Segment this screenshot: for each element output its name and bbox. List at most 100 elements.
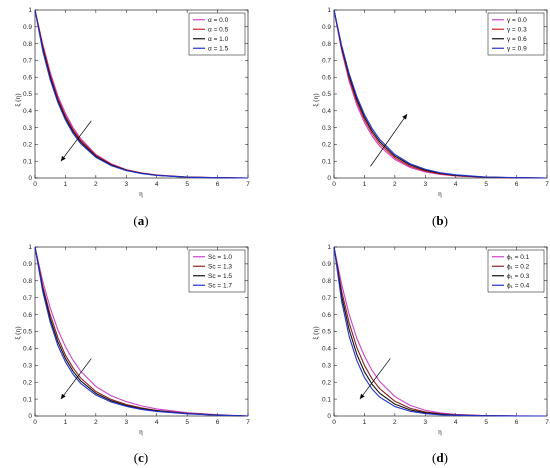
x-tick-label: 5: [484, 181, 488, 188]
series-lines-c: [34, 246, 249, 417]
y-tick-label: 0.2: [322, 379, 331, 386]
x-tick-label: 1: [363, 181, 367, 188]
y-tick-label: 0.3: [322, 363, 331, 370]
legend-label: γ = 0.0: [507, 17, 527, 24]
x-tick-label: 0: [33, 419, 37, 426]
y-tick-label: 0: [28, 413, 32, 420]
y-tick-label: 1: [327, 244, 331, 251]
caption-c: (c): [134, 450, 148, 465]
panel-b: 0 0.1 0.2 0.3 0.4 0.5 0.6 0.7 0.8 0.9 1 0 1 2 3 4 5 6 7 ξ…: [312, 7, 549, 228]
trend-arrow-head: [402, 114, 408, 120]
legend-label: α = 0.0: [208, 17, 229, 24]
y-axis-label-d: ξ (η): [312, 326, 320, 340]
series-lines-d: [333, 246, 548, 417]
series-lines-b: [333, 9, 548, 179]
x-tick-label: 0: [33, 181, 37, 188]
x-tick-label: 3: [423, 419, 427, 426]
legend-label: ϕ₁ = 0.4: [507, 282, 530, 289]
legend-b: γ = 0.0 γ = 0.3 γ = 0.6 γ = 0.9: [487, 12, 545, 56]
y-tick-label: 1: [327, 7, 331, 14]
y-tick-label: 0.3: [23, 125, 32, 132]
legend-label: γ = 0.9: [507, 45, 527, 52]
legend-label: Sc = 1.7: [208, 282, 232, 289]
y-tick-label: 0.5: [23, 329, 32, 336]
legend-label: Sc = 1.5: [208, 273, 232, 280]
y-tick-label: 0: [327, 175, 331, 182]
trend-arrow-head: [359, 393, 365, 400]
caption-d: (d): [432, 450, 448, 465]
y-axis-label-b: ξ (η): [312, 93, 320, 107]
x-tick-label: 7: [246, 419, 250, 426]
y-tick-label: 0.4: [23, 346, 32, 353]
x-tick-label: 3: [124, 181, 128, 188]
y-tick-label: 0: [327, 413, 331, 420]
y-tick-label: 0: [28, 175, 32, 182]
legend-label: Sc = 1.0: [208, 254, 232, 261]
legend-a: α = 0.0 α = 0.5 α = 1.0 α = 1.5: [188, 12, 246, 56]
x-tick-label: 4: [454, 419, 458, 426]
x-tick-label: 2: [94, 181, 98, 188]
x-axis-label-b: η: [438, 190, 442, 198]
legend-label: ϕ₁ = 0.2: [507, 263, 530, 270]
legend-label: γ = 0.3: [507, 26, 527, 33]
y-tick-label: 0.1: [23, 396, 32, 403]
x-tick-label: 5: [484, 419, 488, 426]
series-line-4: [333, 246, 547, 417]
y-tick-label: 0.9: [23, 261, 32, 268]
trend-arrow-d: [359, 358, 391, 400]
legend-label: Sc = 1.3: [208, 263, 232, 270]
x-tick-label: 4: [454, 181, 458, 188]
x-tick-label: 3: [124, 419, 128, 426]
legend-label: α = 1.0: [208, 36, 229, 43]
y-tick-label: 0.5: [23, 91, 32, 98]
legend-c: Sc = 1.0 Sc = 1.3 Sc = 1.5 Sc = 1.7: [188, 249, 246, 293]
x-tick-label: 6: [216, 419, 220, 426]
y-tick-label: 0.5: [322, 329, 331, 336]
x-tick-label: 2: [393, 419, 397, 426]
y-tick-label: 0.6: [23, 74, 32, 81]
y-tick-label: 0.4: [23, 108, 32, 115]
x-ticks-c: 0 1 2 3 4 5 6 7: [33, 247, 250, 426]
y-tick-label: 0.3: [23, 363, 32, 370]
y-tick-label: 1: [28, 244, 32, 251]
x-tick-label: 5: [185, 181, 189, 188]
legend-label: γ = 0.6: [507, 36, 527, 43]
y-tick-label: 0.6: [322, 74, 331, 81]
x-tick-label: 6: [216, 181, 220, 188]
x-axis-label-c: η: [139, 428, 143, 436]
y-tick-label: 0.8: [23, 278, 32, 285]
x-tick-label: 2: [393, 181, 397, 188]
y-tick-label: 0.6: [322, 312, 331, 319]
y-tick-label: 0.1: [322, 158, 331, 165]
trend-arrow-shaft: [60, 358, 92, 400]
series-line-4: [34, 9, 249, 179]
x-tick-label: 1: [64, 181, 68, 188]
legend-label: α = 1.5: [208, 45, 229, 52]
y-tick-label: 0.7: [23, 295, 32, 302]
x-tick-label: 5: [185, 419, 189, 426]
legend-d: ϕ₁ = 0.1 ϕ₁ = 0.2 ϕ₁ = 0.3 ϕ₁ = 0.4: [487, 249, 545, 293]
y-tick-label: 0.9: [23, 24, 32, 31]
x-tick-label: 4: [155, 419, 159, 426]
series-line-4: [333, 9, 548, 179]
x-tick-label: 1: [363, 419, 367, 426]
y-axis-label-c: ξ (η): [14, 326, 22, 340]
y-tick-label: 0.9: [322, 261, 331, 268]
x-tick-label: 6: [515, 181, 519, 188]
trend-arrow-b: [370, 113, 408, 167]
x-axis-label-d: η: [438, 428, 442, 436]
trend-arrow-shaft: [60, 120, 92, 162]
y-tick-label: 1: [28, 7, 32, 14]
trend-arrow-head: [60, 155, 66, 162]
panel-d: 0 0.1 0.2 0.3 0.4 0.5 0.6 0.7 0.8 0.9 1 0 1 2 3 4 5 6 7 ξ…: [312, 244, 549, 465]
y-tick-label: 0.1: [23, 158, 32, 165]
y-tick-label: 0.7: [322, 295, 331, 302]
y-tick-label: 0.8: [322, 41, 331, 48]
y-tick-label: 0.4: [322, 108, 331, 115]
x-tick-label: 7: [545, 419, 549, 426]
series-line-1: [34, 246, 249, 417]
x-tick-label: 3: [423, 181, 427, 188]
legend-label: α = 0.5: [208, 26, 229, 33]
y-tick-label: 0.2: [23, 379, 32, 386]
y-tick-label: 0.1: [322, 396, 331, 403]
